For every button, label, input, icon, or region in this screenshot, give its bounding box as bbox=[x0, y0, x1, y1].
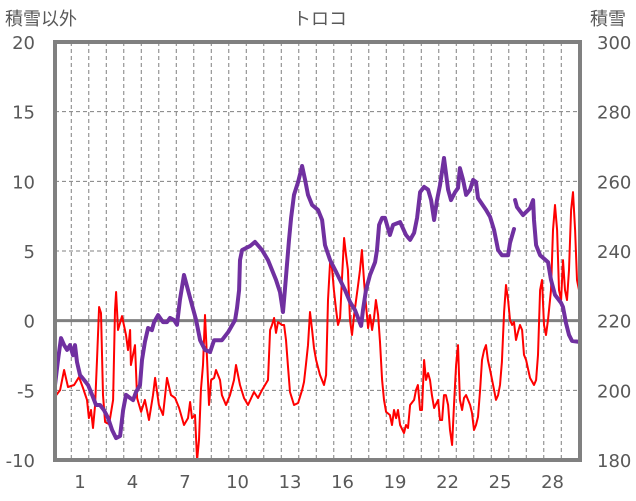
y2-tick-label: 300 bbox=[597, 33, 631, 54]
x-tick-label: 4 bbox=[127, 472, 138, 493]
x-tick-label: 19 bbox=[384, 472, 407, 493]
x-tick-label: 22 bbox=[436, 472, 459, 493]
y-tick-label: -10 bbox=[6, 451, 35, 472]
x-tick-label: 1 bbox=[74, 472, 85, 493]
series-layer bbox=[53, 156, 581, 461]
x-tick-label: 28 bbox=[541, 472, 564, 493]
y-tick-label: 0 bbox=[24, 312, 35, 333]
x-tick-label: 7 bbox=[179, 472, 190, 493]
y-tick-label: 10 bbox=[12, 172, 35, 193]
y2-tick-label: 280 bbox=[597, 103, 631, 124]
x-tick-label: 16 bbox=[331, 472, 354, 493]
y2-tick-label: 180 bbox=[597, 451, 631, 472]
chart-title: トロコ bbox=[293, 9, 347, 30]
other-value-line bbox=[53, 191, 581, 461]
x-tick-label: 13 bbox=[279, 472, 302, 493]
y-tick-label: -5 bbox=[17, 381, 35, 402]
tick-labels: -10 -5 0 5 10 15 20 180 200 220 240 260 280 300 1 4 7 10 1… bbox=[6, 33, 632, 493]
y-tick-label: 15 bbox=[12, 103, 35, 124]
y2-tick-label: 260 bbox=[597, 172, 631, 193]
y2-tick-label: 240 bbox=[597, 242, 631, 263]
left-axis-title: 積雪以外 bbox=[5, 9, 77, 30]
y2-tick-label: 200 bbox=[597, 381, 631, 402]
plot-frame bbox=[53, 40, 582, 462]
x-tick-label: 10 bbox=[226, 472, 249, 493]
y-tick-label: 20 bbox=[12, 33, 35, 54]
gridlines bbox=[55, 42, 580, 460]
y-tick-label: 5 bbox=[24, 242, 35, 263]
snow-depth-line bbox=[53, 156, 581, 441]
right-axis-title: 積雪 bbox=[590, 9, 626, 30]
y2-tick-label: 220 bbox=[597, 312, 631, 333]
x-tick-label: 25 bbox=[489, 472, 512, 493]
